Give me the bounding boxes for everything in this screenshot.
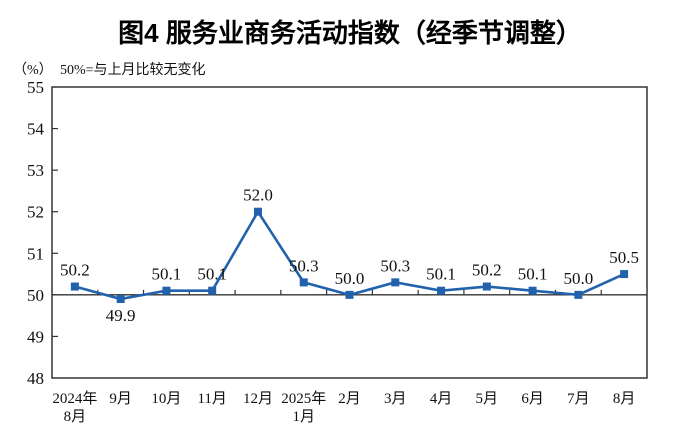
y-axis-label: 54 bbox=[27, 120, 45, 139]
data-label: 50.2 bbox=[60, 261, 90, 280]
data-marker bbox=[437, 286, 446, 295]
data-marker bbox=[116, 295, 125, 304]
y-axis-label: 50 bbox=[27, 286, 44, 305]
x-axis-label: 2024年 bbox=[52, 390, 97, 407]
data-label: 50.1 bbox=[197, 265, 227, 284]
y-axis-label: 55 bbox=[27, 78, 44, 97]
x-axis-label: 11月 bbox=[197, 391, 226, 407]
x-axis-label: 6月 bbox=[521, 391, 544, 407]
data-label: 50.5 bbox=[609, 248, 639, 267]
plot-area: 48 49 50 51 52 53 54 55 50.2 49.9 50.1 50.1 52.0 50.3… bbox=[27, 78, 648, 425]
y-axis-label: 51 bbox=[27, 244, 44, 263]
data-marker bbox=[528, 286, 537, 295]
x-axis-label: 3月 bbox=[384, 391, 407, 407]
x-axis-label: 8月 bbox=[613, 391, 636, 407]
x-axis-label: 7月 bbox=[567, 391, 590, 407]
x-axis-label: 1月 bbox=[292, 409, 315, 425]
x-axis-label: 10月 bbox=[151, 391, 181, 407]
data-marker bbox=[70, 282, 79, 291]
chart-title: 图4 服务业商务活动指数（经季节调整） bbox=[118, 18, 582, 48]
data-label: 50.2 bbox=[472, 261, 502, 280]
x-axis-label: 2月 bbox=[338, 391, 361, 407]
x-axis-label: 8月 bbox=[64, 409, 87, 425]
y-axis-label: 49 bbox=[27, 327, 44, 346]
x-axis-label: 5月 bbox=[476, 391, 499, 407]
data-label: 50.1 bbox=[426, 265, 456, 284]
data-marker bbox=[345, 290, 354, 299]
data-label: 50.0 bbox=[335, 269, 365, 288]
data-marker bbox=[162, 286, 171, 295]
data-label: 50.3 bbox=[289, 256, 319, 275]
data-label: 49.9 bbox=[106, 306, 136, 325]
x-axis-label: 2025年 bbox=[281, 390, 326, 407]
data-label: 50.1 bbox=[518, 265, 548, 284]
data-marker bbox=[620, 270, 629, 279]
data-label: 50.1 bbox=[152, 265, 182, 284]
x-axis-label: 4月 bbox=[430, 391, 453, 407]
data-marker bbox=[208, 286, 217, 295]
data-label: 50.3 bbox=[380, 256, 410, 275]
y-axis-label: 52 bbox=[27, 203, 44, 222]
x-axis-label: 9月 bbox=[109, 391, 132, 407]
plot-border bbox=[51, 86, 648, 379]
data-marker bbox=[482, 282, 491, 291]
data-marker bbox=[574, 290, 583, 299]
unit-label: （%） bbox=[13, 62, 53, 78]
data-marker bbox=[391, 278, 400, 287]
y-axis-label: 48 bbox=[27, 369, 44, 388]
y-axis-label: 53 bbox=[27, 161, 44, 180]
data-marker bbox=[299, 278, 308, 287]
data-label: 52.0 bbox=[243, 186, 273, 205]
note-label: 50%=与上月比较无变化 bbox=[60, 62, 206, 78]
x-axis-label: 12月 bbox=[243, 391, 273, 407]
data-marker bbox=[253, 207, 262, 216]
data-label: 50.0 bbox=[563, 269, 593, 288]
